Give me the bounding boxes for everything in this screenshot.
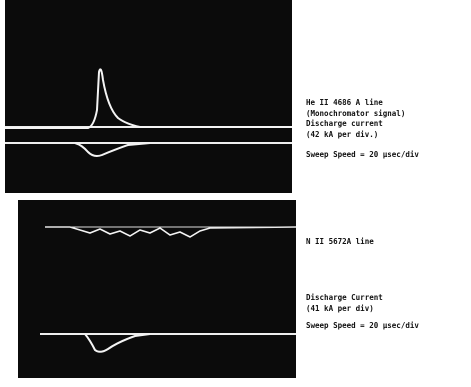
current-trace <box>74 142 151 157</box>
sweep-speed: Sweep Speed = 20 μsec/div <box>306 321 419 330</box>
signal-trace <box>45 226 297 238</box>
caption: He II 4686 A line (Monochromator signal)… <box>306 98 405 140</box>
caption-line: He II 4686 A line <box>306 98 383 107</box>
caption-line: (42 kA per div.) <box>306 129 379 139</box>
caption: N II 5672A line <box>306 237 374 246</box>
caption-line: Discharge current <box>306 119 383 128</box>
scope-panel-top <box>5 0 292 193</box>
caption: Discharge Current (41 kA per div) <box>306 293 383 314</box>
caption-line: (41 kA per div) <box>306 303 374 313</box>
caption-line: (Monochromator signal) <box>306 108 406 118</box>
caption-line: Discharge Current <box>306 293 383 302</box>
sweep-speed: Sweep Speed = 20 μsec/div <box>306 150 419 159</box>
signal-trace <box>5 68 292 129</box>
current-trace <box>84 333 151 353</box>
